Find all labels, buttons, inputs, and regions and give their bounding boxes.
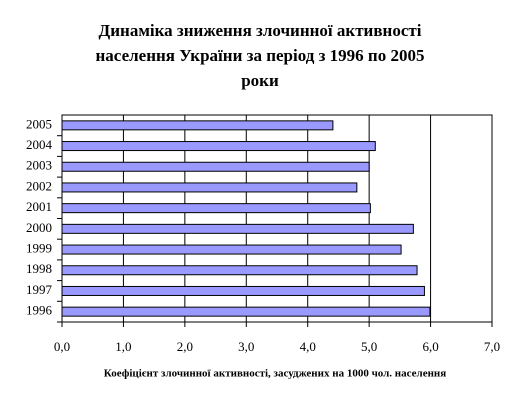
y-tick-label: 2004 [26, 137, 53, 152]
bar [61, 306, 431, 317]
bar [61, 161, 370, 172]
chart-title: Динаміка зниження злочинної активності [99, 21, 422, 40]
x-tick-label: 6,0 [422, 339, 438, 354]
x-tick-label: 7,0 [484, 339, 500, 354]
bar [61, 203, 371, 214]
y-tick-label: 1998 [26, 261, 52, 276]
x-tick-label: 2,0 [177, 339, 193, 354]
y-tick-label: 2001 [26, 199, 52, 214]
y-tick-label: 1999 [26, 241, 52, 256]
bar [61, 182, 358, 193]
chart-title: населення України за період з 1996 по 20… [96, 46, 425, 65]
x-tick-label: 5,0 [361, 339, 377, 354]
bar [61, 141, 376, 152]
x-tick-label: 4,0 [300, 339, 316, 354]
bar [61, 244, 402, 255]
y-tick-label: 2005 [26, 116, 52, 131]
bar [61, 120, 334, 131]
bar [61, 265, 418, 276]
x-axis-label: Коефіцієнт злочинної активності, засудже… [104, 368, 446, 380]
y-tick-label: 1996 [26, 303, 53, 318]
x-tick-label: 3,0 [238, 339, 254, 354]
chart-title: роки [241, 71, 279, 90]
y-tick-label: 2000 [26, 220, 52, 235]
bar [61, 223, 414, 234]
bar [61, 285, 425, 296]
x-tick-label: 0,0 [54, 339, 70, 354]
x-tick-label: 1,0 [115, 339, 131, 354]
y-tick-label: 2003 [26, 158, 52, 173]
y-tick-label: 1997 [26, 282, 53, 297]
y-tick-label: 2002 [26, 178, 52, 193]
